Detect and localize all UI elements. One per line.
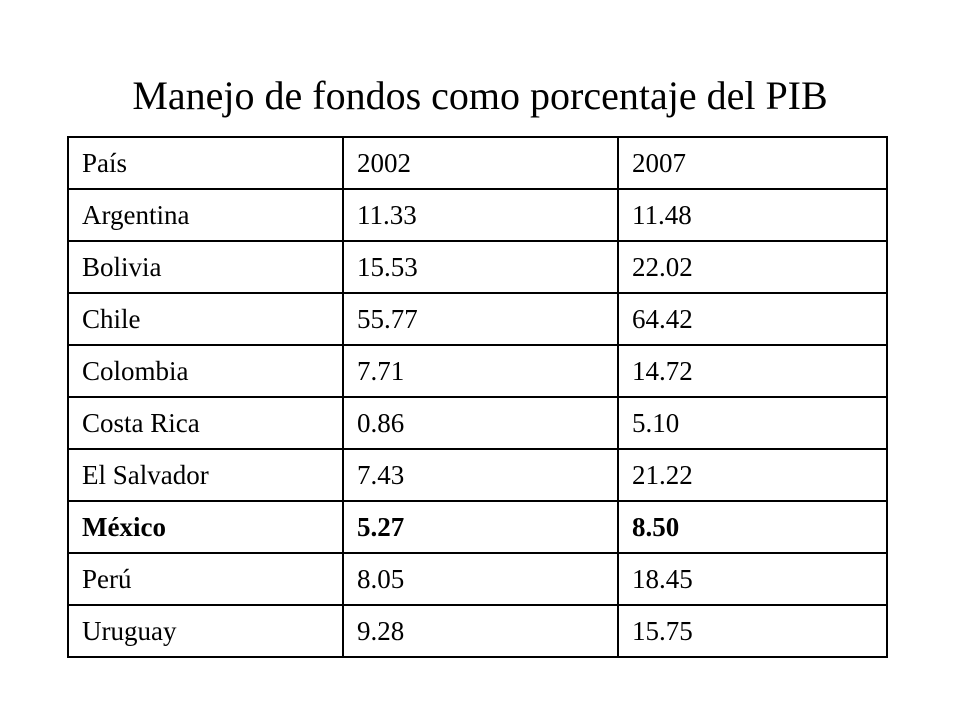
header-cell-2002: 2002 [342,136,619,190]
value-2002-cell: 15.53 [342,240,619,294]
table-row: Bolivia 15.53 22.02 [67,240,888,294]
country-cell: México [67,500,344,554]
value-2007-cell: 11.48 [617,188,888,242]
value-2002-cell: 0.86 [342,396,619,450]
value-2007-cell: 8.50 [617,500,888,554]
value-2002-cell: 9.28 [342,604,619,658]
value-2007-cell: 64.42 [617,292,888,346]
table-row-highlighted: México 5.27 8.50 [67,500,888,554]
country-cell: Chile [67,292,344,346]
value-2002-cell: 11.33 [342,188,619,242]
country-cell: Bolivia [67,240,344,294]
country-cell: Costa Rica [67,396,344,450]
value-2002-cell: 8.05 [342,552,619,606]
country-cell: El Salvador [67,448,344,502]
country-cell: Colombia [67,344,344,398]
table-row: Argentina 11.33 11.48 [67,188,888,242]
header-cell-2007: 2007 [617,136,888,190]
value-2002-cell: 7.71 [342,344,619,398]
table-row: Chile 55.77 64.42 [67,292,888,346]
value-2007-cell: 14.72 [617,344,888,398]
country-cell: Argentina [67,188,344,242]
table-row: Perú 8.05 18.45 [67,552,888,606]
value-2007-cell: 21.22 [617,448,888,502]
value-2002-cell: 5.27 [342,500,619,554]
country-cell: Perú [67,552,344,606]
table-row: Costa Rica 0.86 5.10 [67,396,888,450]
value-2002-cell: 7.43 [342,448,619,502]
table-row: Colombia 7.71 14.72 [67,344,888,398]
value-2002-cell: 55.77 [342,292,619,346]
value-2007-cell: 22.02 [617,240,888,294]
slide-title: Manejo de fondos como porcentaje del PIB [132,73,828,118]
country-cell: Uruguay [67,604,344,658]
table-header-row: País 2002 2007 [67,136,888,190]
table-row: El Salvador 7.43 21.22 [67,448,888,502]
value-2007-cell: 18.45 [617,552,888,606]
table-row: Uruguay 9.28 15.75 [67,604,888,658]
value-2007-cell: 5.10 [617,396,888,450]
header-cell-country: País [67,136,344,190]
data-table: País 2002 2007 Argentina 11.33 11.48 Bol… [67,136,888,658]
value-2007-cell: 15.75 [617,604,888,658]
